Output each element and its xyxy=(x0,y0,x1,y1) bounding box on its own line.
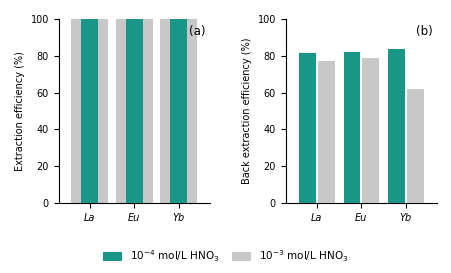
Bar xyxy=(361,58,378,203)
Bar xyxy=(81,19,98,203)
Bar xyxy=(343,52,359,203)
Bar xyxy=(170,19,187,203)
Bar xyxy=(125,19,143,203)
Bar xyxy=(317,61,334,203)
Y-axis label: Extraction efficiency (%): Extraction efficiency (%) xyxy=(15,51,25,171)
Bar xyxy=(71,19,108,203)
Bar xyxy=(299,53,315,203)
Bar xyxy=(387,49,404,203)
Text: (a): (a) xyxy=(189,25,205,37)
Bar xyxy=(115,19,152,203)
Bar xyxy=(406,89,423,203)
Bar xyxy=(160,19,197,203)
Text: (b): (b) xyxy=(415,25,432,37)
Legend: $10^{-4}$ mol/L HNO$_3$, $10^{-3}$ mol/L HNO$_3$: $10^{-4}$ mol/L HNO$_3$, $10^{-3}$ mol/L… xyxy=(99,244,352,268)
Y-axis label: Back extraction efficiency (%): Back extraction efficiency (%) xyxy=(241,38,252,184)
